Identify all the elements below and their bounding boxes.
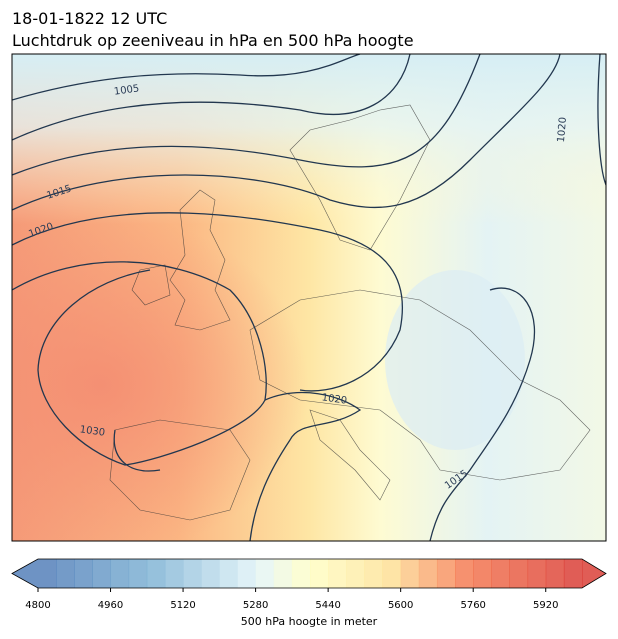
- field-high: [12, 54, 606, 541]
- colorbar-extend-high: [582, 559, 606, 588]
- colorbar-segment: [273, 559, 293, 588]
- colorbar-segment: [364, 559, 384, 588]
- coast-scandinavia: [289, 104, 431, 251]
- coast-iberia: [109, 419, 251, 521]
- colorbar-segment: [74, 559, 93, 588]
- coast-italy: [309, 409, 391, 501]
- isobar: [12, 212, 404, 392]
- isobar: [12, 54, 361, 101]
- map-frame: [11, 53, 607, 542]
- colorbar-segment: [545, 559, 565, 588]
- contour-label: 1020: [321, 392, 348, 406]
- colorbar-segment: [92, 559, 112, 588]
- colorbar-segment: [38, 559, 57, 588]
- isobar: [12, 54, 411, 141]
- colorbar-tick-label: 5600: [388, 600, 413, 611]
- colorbar-segment: [436, 559, 456, 588]
- isobar: [429, 287, 535, 541]
- colorbar-segment: [255, 559, 275, 588]
- title: Luchtdruk op zeeniveau in hPa en 500 hPa…: [12, 31, 414, 50]
- colorbar-label: 500 hPa hoogte in meter: [241, 615, 378, 628]
- isobar: [12, 54, 481, 176]
- colorbar-segment: [219, 559, 238, 588]
- isobar: [249, 391, 362, 541]
- coastlines: [109, 104, 591, 521]
- colorbar-segment: [291, 559, 311, 588]
- colorbar-tick-label: 5920: [533, 600, 558, 611]
- colorbar-tick-label: 5440: [315, 600, 340, 611]
- colorbar-segment: [509, 559, 529, 588]
- colorbar-segment: [346, 559, 365, 588]
- colorbar-segment: [473, 559, 492, 588]
- colorbar: 4800 4960 5120 5280 5440 5600 5760 5920: [11, 558, 607, 611]
- contour-label: 1030: [79, 424, 106, 438]
- colorbar-segment: [563, 559, 583, 588]
- contours: [12, 54, 606, 541]
- colorbar-tick-label: 5760: [460, 600, 485, 611]
- colorbar-tick-label: 5280: [243, 600, 268, 611]
- colorbar-segment: [527, 559, 547, 588]
- colorbar-segment: [328, 559, 347, 588]
- colorbar-tick-label: 5120: [170, 600, 195, 611]
- colorbar-segment: [382, 559, 402, 588]
- colorbar-segment: [400, 559, 420, 588]
- title-date: 18-01-1822 12 UTC: [12, 9, 167, 28]
- colorbar-segment: [164, 559, 184, 588]
- isobar: [12, 261, 267, 466]
- colorbar-segment: [455, 559, 474, 588]
- colorbar-extend-low: [12, 559, 38, 588]
- colorbar-tick-label: 4960: [98, 600, 123, 611]
- colorbar-segment: [491, 559, 510, 588]
- coast-continent: [249, 289, 591, 481]
- isobar: [113, 429, 161, 472]
- field-low: [385, 270, 525, 450]
- colorbar-segment: [183, 559, 202, 588]
- colorbar-segment: [310, 559, 329, 588]
- contour-label: 1005: [113, 83, 140, 97]
- isobar: [597, 54, 606, 186]
- map: 1005 1015 1020 1020 1030 1020 1015: [12, 54, 606, 541]
- colorbar-segment: [110, 559, 130, 588]
- coast-gb: [169, 189, 231, 331]
- isobar: [12, 54, 561, 211]
- colorbar-tick-label: 4800: [25, 600, 50, 611]
- colorbar-segment: [201, 559, 220, 588]
- colorbar-segment: [56, 559, 75, 588]
- colorbar-segment: [128, 559, 148, 588]
- colorbar-segment: [418, 559, 438, 588]
- contour-label: 1020: [556, 117, 569, 143]
- colorbar-segment: [237, 559, 257, 588]
- colorbar-segment: [146, 559, 166, 588]
